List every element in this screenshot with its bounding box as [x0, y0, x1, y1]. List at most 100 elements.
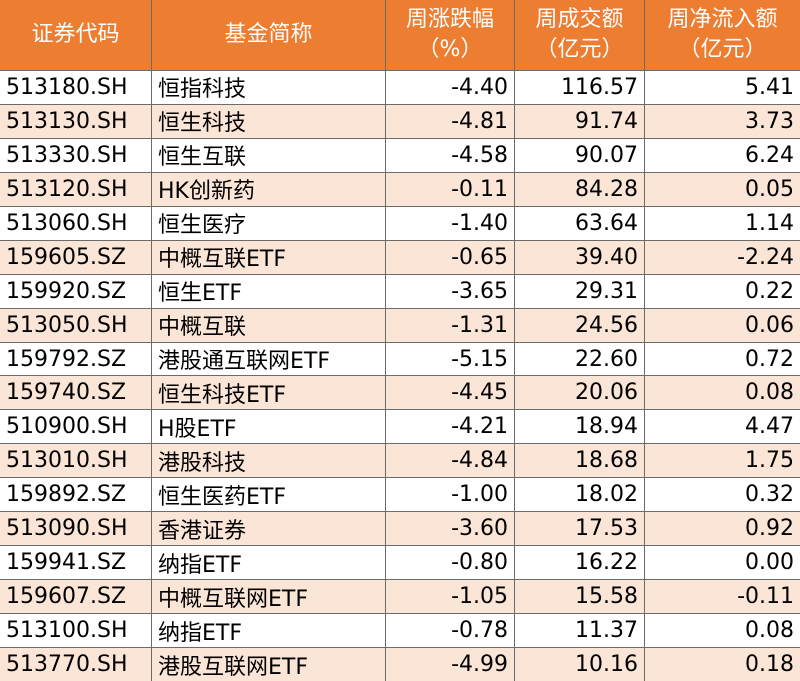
header-cell: 周成交额 （亿元）: [515, 0, 644, 70]
header-cell: 周净流入额 （亿元）: [645, 0, 800, 70]
table-cell: -1.40: [386, 206, 514, 240]
table-cell: 0.05: [645, 172, 800, 206]
table-cell: 恒生ETF: [152, 274, 385, 308]
table-cell: 159920.SZ: [0, 274, 151, 308]
table-cell: 恒生互联: [152, 138, 385, 172]
table-cell: 港股通互联网ETF: [152, 342, 385, 376]
table-cell: 513010.SH: [0, 444, 151, 478]
table-cell: 恒指科技: [152, 71, 385, 104]
table-cell: 29.31: [515, 274, 644, 308]
table-cell: 90.07: [515, 138, 644, 172]
table-cell: 513120.SH: [0, 172, 151, 206]
table-cell: 3.73: [645, 104, 800, 138]
table-cell: 4.47: [645, 410, 800, 444]
table-cell: 63.64: [515, 206, 644, 240]
table-cell: 22.60: [515, 342, 644, 376]
table-cell: 18.68: [515, 444, 644, 478]
table-cell: 11.37: [515, 614, 644, 648]
table-cell: 1.75: [645, 444, 800, 478]
table-cell: 20.06: [515, 376, 644, 410]
table-cell: 港股互联网ETF: [152, 648, 385, 681]
table-cell: 24.56: [515, 308, 644, 342]
table-cell: 513770.SH: [0, 648, 151, 681]
table-cell: 159605.SZ: [0, 240, 151, 274]
header-text: （%）: [417, 37, 483, 62]
table-cell: 513100.SH: [0, 614, 151, 648]
table-cell: 中概互联ETF: [152, 240, 385, 274]
table-cell: 0.08: [645, 376, 800, 410]
table-cell: 0.00: [645, 546, 800, 580]
table-cell: 159941.SZ: [0, 546, 151, 580]
table-cell: 0.08: [645, 614, 800, 648]
table-cell: -0.11: [386, 172, 514, 206]
table-cell: 91.74: [515, 104, 644, 138]
table-cell: 84.28: [515, 172, 644, 206]
table-cell: 0.18: [645, 648, 800, 681]
table-cell: -3.65: [386, 274, 514, 308]
table-cell: 0.92: [645, 512, 800, 546]
table-cell: 恒生医疗: [152, 206, 385, 240]
table-cell: 18.94: [515, 410, 644, 444]
header-cell: 基金简称: [152, 0, 385, 70]
table-cell: 513060.SH: [0, 206, 151, 240]
table-cell: HK创新药: [152, 172, 385, 206]
table-cell: 159792.SZ: [0, 342, 151, 376]
table-cell: 18.02: [515, 478, 644, 512]
table-cell: -3.60: [386, 512, 514, 546]
table-cell: 510900.SH: [0, 410, 151, 444]
header-text: 周涨跌幅: [405, 7, 494, 32]
table-cell: 159607.SZ: [0, 580, 151, 614]
table-cell: 16.22: [515, 546, 644, 580]
table-cell: -5.15: [386, 342, 514, 376]
header-text: 证券代码: [31, 22, 120, 47]
table-cell: -4.40: [386, 71, 514, 104]
table-cell: 纳指ETF: [152, 614, 385, 648]
table-cell: -0.11: [645, 580, 800, 614]
table-cell: -0.78: [386, 614, 514, 648]
header-cell: 周涨跌幅 （%）: [386, 0, 514, 70]
table-cell: 纳指ETF: [152, 546, 385, 580]
table-cell: 恒生科技: [152, 104, 385, 138]
header-text: 周净流入额: [667, 7, 778, 32]
table-cell: 513050.SH: [0, 308, 151, 342]
header-text: 周成交额: [535, 7, 624, 32]
table-cell: 恒生医药ETF: [152, 478, 385, 512]
table-cell: 0.72: [645, 342, 800, 376]
table-cell: 1.14: [645, 206, 800, 240]
table-cell: 513180.SH: [0, 71, 151, 104]
table-cell: 5.41: [645, 71, 800, 104]
table-cell: 中概互联: [152, 308, 385, 342]
table-cell: 513130.SH: [0, 104, 151, 138]
table-cell: 513090.SH: [0, 512, 151, 546]
table-cell: 中概互联网ETF: [152, 580, 385, 614]
table-cell: -1.00: [386, 478, 514, 512]
table-cell: -0.80: [386, 546, 514, 580]
table-cell: -2.24: [645, 240, 800, 274]
table-cell: -4.81: [386, 104, 514, 138]
table-cell: -0.65: [386, 240, 514, 274]
table-cell: 159740.SZ: [0, 376, 151, 410]
table-cell: -1.31: [386, 308, 514, 342]
table-cell: -4.99: [386, 648, 514, 681]
table-cell: -4.84: [386, 444, 514, 478]
table-cell: 港股科技: [152, 444, 385, 478]
table-cell: 0.22: [645, 274, 800, 308]
table-cell: 15.58: [515, 580, 644, 614]
table-cell: 10.16: [515, 648, 644, 681]
table-cell: -1.05: [386, 580, 514, 614]
table-cell: 0.32: [645, 478, 800, 512]
table-cell: 香港证券: [152, 512, 385, 546]
table-cell: 159892.SZ: [0, 478, 151, 512]
table-cell: 39.40: [515, 240, 644, 274]
header-cell: 证券代码: [0, 0, 151, 70]
table-cell: -4.21: [386, 410, 514, 444]
header-text: （亿元）: [535, 37, 624, 62]
table-cell: 6.24: [645, 138, 800, 172]
table-cell: 17.53: [515, 512, 644, 546]
table-cell: 116.57: [515, 71, 644, 104]
table-cell: -4.45: [386, 376, 514, 410]
header-text: （亿元）: [678, 37, 767, 62]
table-cell: 恒生科技ETF: [152, 376, 385, 410]
table-cell: H股ETF: [152, 410, 385, 444]
